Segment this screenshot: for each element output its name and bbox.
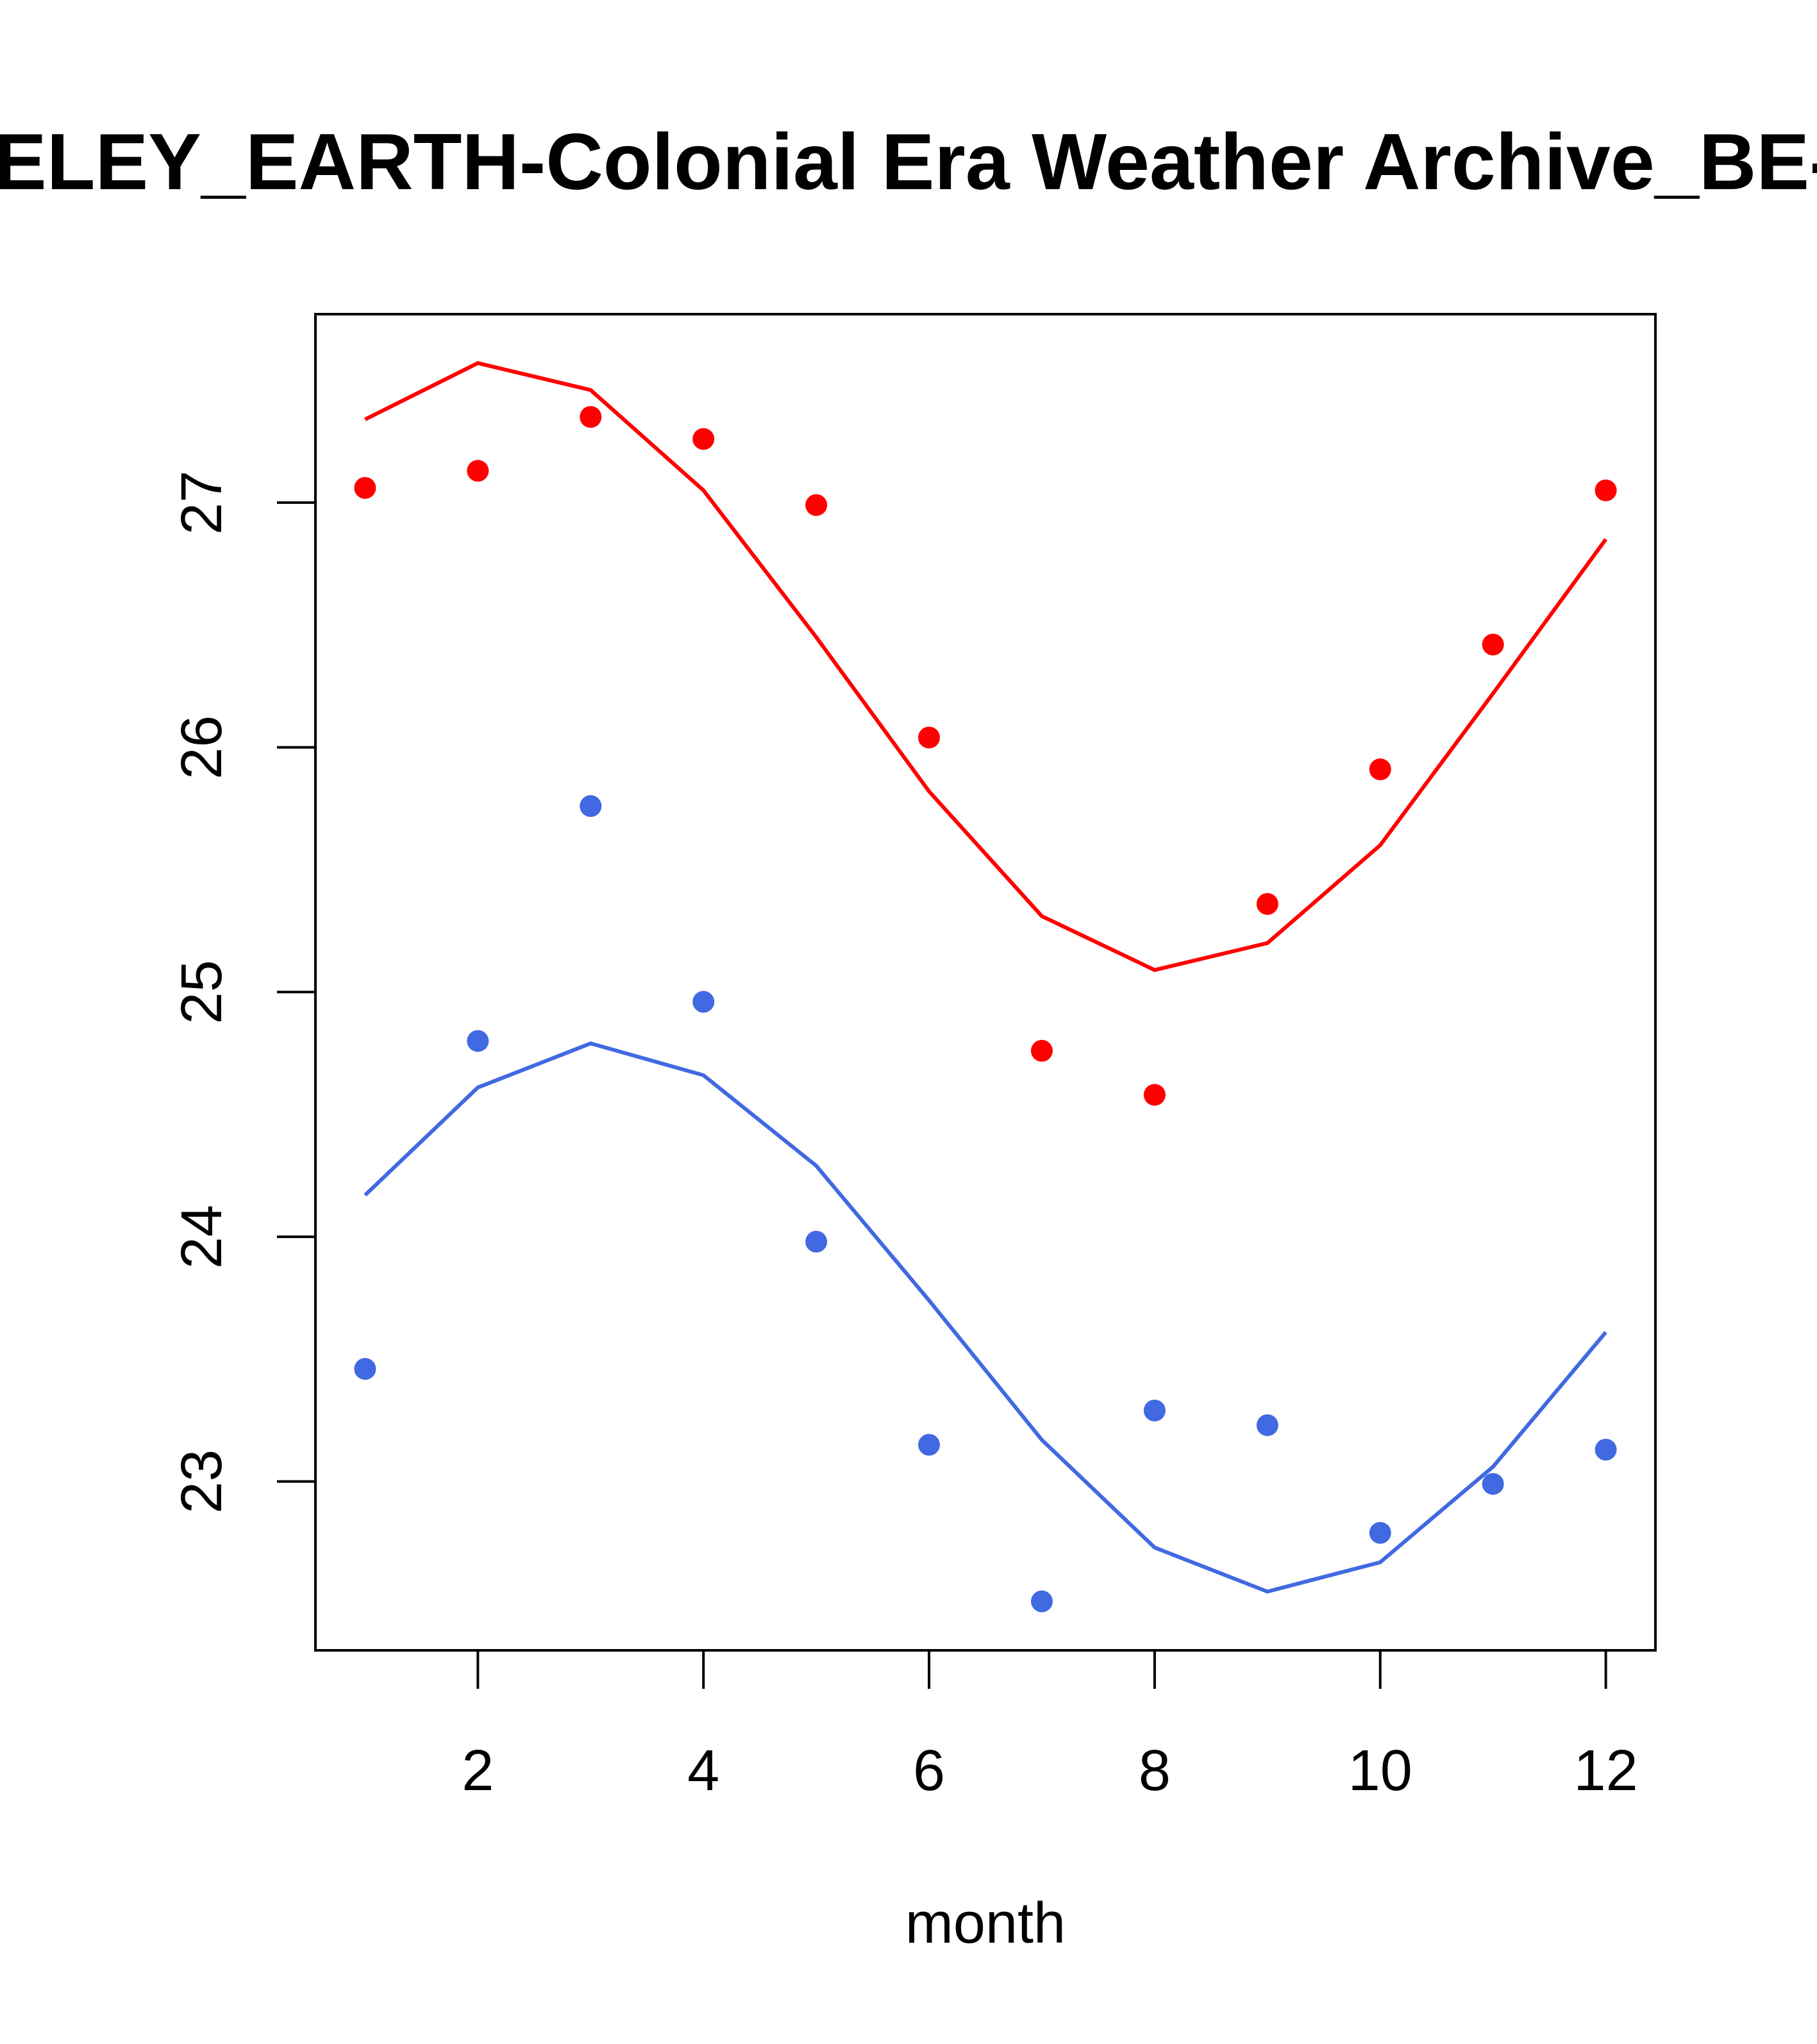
red-points-point <box>1595 479 1617 501</box>
blue-points-point <box>1030 1590 1053 1613</box>
red-points-point <box>692 428 715 450</box>
red-points-point <box>354 476 376 499</box>
red-points-point <box>918 726 941 749</box>
blue-line-series <box>364 1041 1607 1594</box>
blue-points-point <box>692 991 715 1013</box>
y-tick-label: 25 <box>170 960 234 1024</box>
red-points-point <box>1256 892 1278 915</box>
x-tick-label: 4 <box>687 1739 719 1803</box>
x-tick-label: 2 <box>462 1739 494 1803</box>
red-points-point <box>1143 1084 1166 1106</box>
blue-points-point <box>1482 1473 1504 1495</box>
y-tick-label: 26 <box>170 716 234 780</box>
chart-title: ELEY_EARTH-Colonial Era Weather Archive_… <box>0 118 1817 206</box>
red-points-point <box>467 460 489 482</box>
y-tick-label: 24 <box>170 1205 234 1269</box>
blue-points-point <box>354 1358 376 1380</box>
blue-points-point <box>1595 1439 1617 1461</box>
blue-points-point <box>1143 1399 1166 1421</box>
plot-frame <box>314 313 1657 1652</box>
blue-points-point <box>1369 1521 1391 1544</box>
red-points-point <box>1369 758 1391 780</box>
red-points-point <box>1482 633 1504 656</box>
x-tick-label: 12 <box>1574 1739 1638 1803</box>
y-tick-label: 23 <box>170 1450 234 1514</box>
x-tick-label: 6 <box>913 1739 945 1803</box>
x-tick-label: 8 <box>1139 1739 1171 1803</box>
blue-points-point <box>580 795 602 817</box>
blue-points-point <box>805 1230 828 1253</box>
blue-points-point <box>1256 1414 1278 1436</box>
red-points-point <box>580 406 602 428</box>
blue-points-point <box>467 1030 489 1052</box>
red-points-point <box>805 494 828 516</box>
red-points-point <box>1030 1039 1053 1062</box>
x-axis-label: month <box>905 1891 1066 1956</box>
red-line-series <box>364 361 1608 973</box>
y-tick-label: 27 <box>170 471 234 535</box>
x-tick-label: 10 <box>1348 1739 1412 1803</box>
blue-points-point <box>918 1434 941 1456</box>
